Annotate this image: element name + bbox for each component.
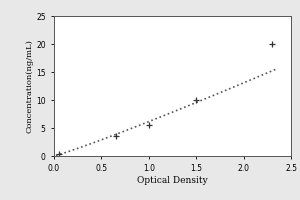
X-axis label: Optical Density: Optical Density bbox=[137, 176, 208, 185]
Y-axis label: Concentration(ng/mL): Concentration(ng/mL) bbox=[25, 39, 33, 133]
